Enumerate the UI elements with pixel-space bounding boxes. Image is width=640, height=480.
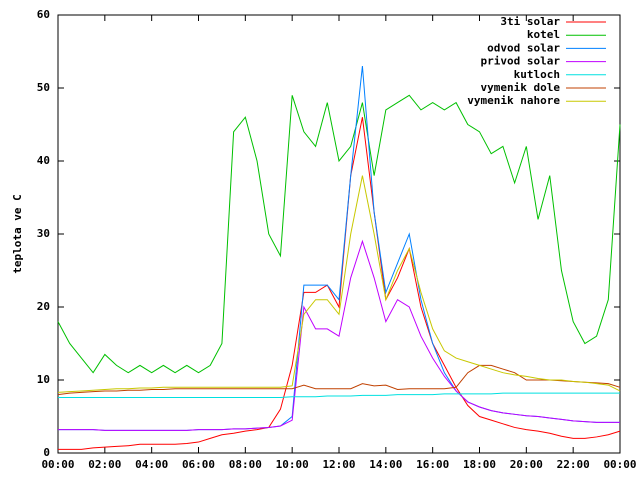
x-tick-label: 14:00	[369, 458, 402, 471]
x-tick-label: 00:00	[603, 458, 636, 471]
series-line	[57, 175, 621, 393]
legend-label: vymenik dole	[481, 81, 561, 94]
series-line	[58, 66, 620, 431]
y-tick-label: 10	[37, 373, 50, 386]
legend-label: 3ti solar	[500, 15, 560, 28]
x-tick-label: 12:00	[322, 458, 355, 471]
x-tick-label: 10:00	[276, 458, 309, 471]
y-tick-label: 60	[37, 8, 50, 21]
x-tick-label: 04:00	[135, 458, 168, 471]
x-tick-label: 20:00	[510, 458, 543, 471]
series-line	[58, 392, 620, 399]
x-tick-label: 16:00	[416, 458, 449, 471]
x-tick-label: 02:00	[88, 458, 121, 471]
y-axis-label: teplota ve C	[11, 194, 24, 273]
x-tick-label: 18:00	[463, 458, 496, 471]
series-line	[58, 239, 620, 431]
x-tick-label: 08:00	[229, 458, 262, 471]
series-line	[57, 364, 621, 396]
x-tick-label: 06:00	[182, 458, 215, 471]
y-tick-label: 20	[37, 300, 50, 313]
y-tick-label: 0	[43, 446, 50, 459]
legend-label: vymenik nahore	[467, 94, 560, 107]
x-tick-label: 22:00	[557, 458, 590, 471]
legend-label: odvod solar	[487, 41, 560, 54]
y-tick-label: 40	[37, 154, 50, 167]
legend-label: privod solar	[481, 55, 561, 68]
series-line	[57, 94, 621, 374]
legend-label: kutloch	[514, 68, 560, 81]
x-tick-label: 00:00	[41, 458, 74, 471]
y-tick-label: 30	[37, 227, 50, 240]
legend-label: kotel	[527, 28, 560, 41]
series-line	[58, 117, 621, 450]
y-tick-label: 50	[37, 81, 50, 94]
